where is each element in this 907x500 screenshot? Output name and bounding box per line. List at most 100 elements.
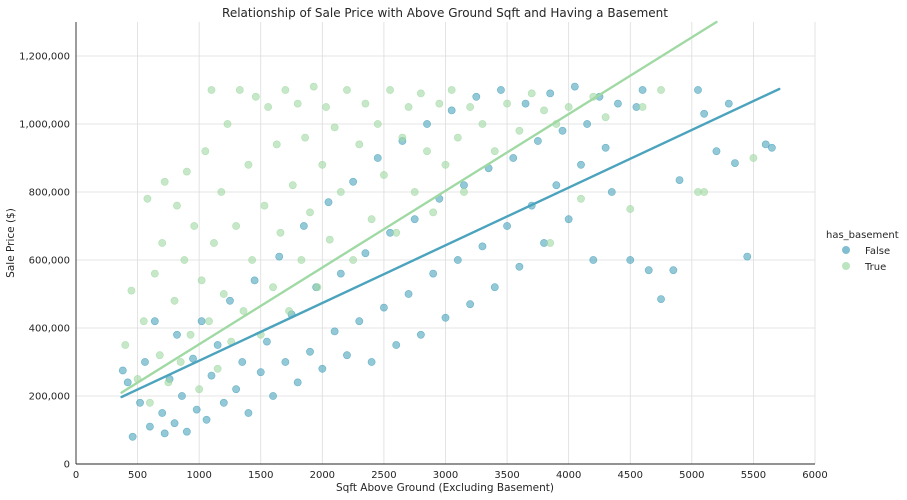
data-point-false [558,126,567,135]
data-point-false [263,337,271,346]
data-point-false [192,405,201,414]
data-point-false [219,398,228,407]
x-tick-label: 3000 [433,470,458,481]
x-tick-label: 3500 [494,470,519,481]
data-point-true [170,296,179,305]
data-point-false [361,249,370,258]
data-point-true [269,283,277,292]
points-true [121,82,758,407]
data-point-false [160,429,169,438]
data-point-false [213,341,222,349]
data-point-true [251,92,260,101]
data-point-false [767,143,776,152]
data-point-true [313,283,322,292]
data-point-false [490,283,499,292]
data-point-false [497,86,505,94]
data-point-false [404,290,413,298]
data-point-false [638,86,647,94]
data-point-true [217,188,226,196]
data-point-false [232,385,241,394]
data-point-false [447,106,456,115]
data-point-false [614,99,622,108]
data-point-true [416,89,425,98]
data-point-false [269,392,277,400]
data-point-true [288,181,297,190]
data-point-false [478,242,487,251]
data-point-false [601,143,610,152]
data-point-false [453,256,462,264]
points-false [118,82,776,441]
data-point-false [472,92,481,101]
data-point-false [318,364,327,373]
legend-item-true: True [842,262,886,273]
data-point-true [466,103,475,111]
data-point-false [349,177,358,186]
data-point-false [460,181,468,190]
data-point-true [564,103,573,111]
data-point-true [272,140,281,149]
data-point-true [392,228,401,237]
data-point-true [182,167,191,176]
data-point-true [373,120,382,128]
data-point-true [657,86,665,94]
data-point-true [386,86,394,94]
data-point-false [128,432,137,441]
data-point-false [743,252,752,261]
data-point-false [533,137,542,145]
data-point-true [490,147,499,156]
data-point-true [380,171,388,179]
legend-marker-true [842,262,850,270]
data-point-true [398,133,407,142]
data-point-false [546,89,555,98]
data-point-true [515,126,524,135]
x-axis-label: Sqft Above Ground (Excluding Basement) [336,482,554,494]
axes [75,22,815,465]
y-tick-label: 0 [64,460,70,471]
data-point-false [182,427,191,436]
data-point-true [190,222,199,230]
x-tick-label: 0 [73,470,79,481]
data-point-false [189,354,197,363]
data-point-false [141,358,149,366]
data-point-false [441,313,450,322]
data-point-false [589,256,598,264]
series-layer [118,20,781,441]
data-point-false [158,409,167,417]
data-point-true [700,188,709,196]
data-point-true [546,239,555,247]
data-point-true [235,86,244,94]
data-point-false [373,154,382,162]
y-tick-label: 1,200,000 [19,52,70,63]
grid [75,22,816,465]
data-point-true [276,228,285,237]
y-tick-labels: 0 200,000 400,000 600,000 800,000 1,000,000 1,… [19,52,70,471]
data-point-true [367,215,376,224]
y-tick-label: 600,000 [29,256,70,267]
data-point-false [731,159,739,167]
data-point-true [173,201,181,210]
data-point-true [423,147,431,156]
x-tick-label: 2500 [371,470,396,481]
data-point-false [250,276,259,285]
legend-label-true: True [864,262,886,273]
x-tick-label: 1500 [248,470,273,481]
data-point-true [180,256,189,264]
y-tick-label: 200,000 [29,392,70,403]
data-point-true [297,256,306,264]
data-point-true [260,201,269,210]
data-point-true [210,239,218,247]
data-point-false [583,120,592,128]
data-point-true [301,133,309,142]
data-point-true [201,147,210,156]
data-point-true [527,89,536,98]
x-tick-label: 5500 [741,470,766,481]
data-point-false [515,262,524,271]
data-point-false [423,120,431,128]
data-point-false [429,269,438,278]
data-point-false [509,154,518,162]
data-point-false [330,327,339,336]
data-point-false [355,317,364,326]
data-point-true [160,177,169,186]
data-point-true [155,351,164,360]
data-point-false [145,422,154,431]
